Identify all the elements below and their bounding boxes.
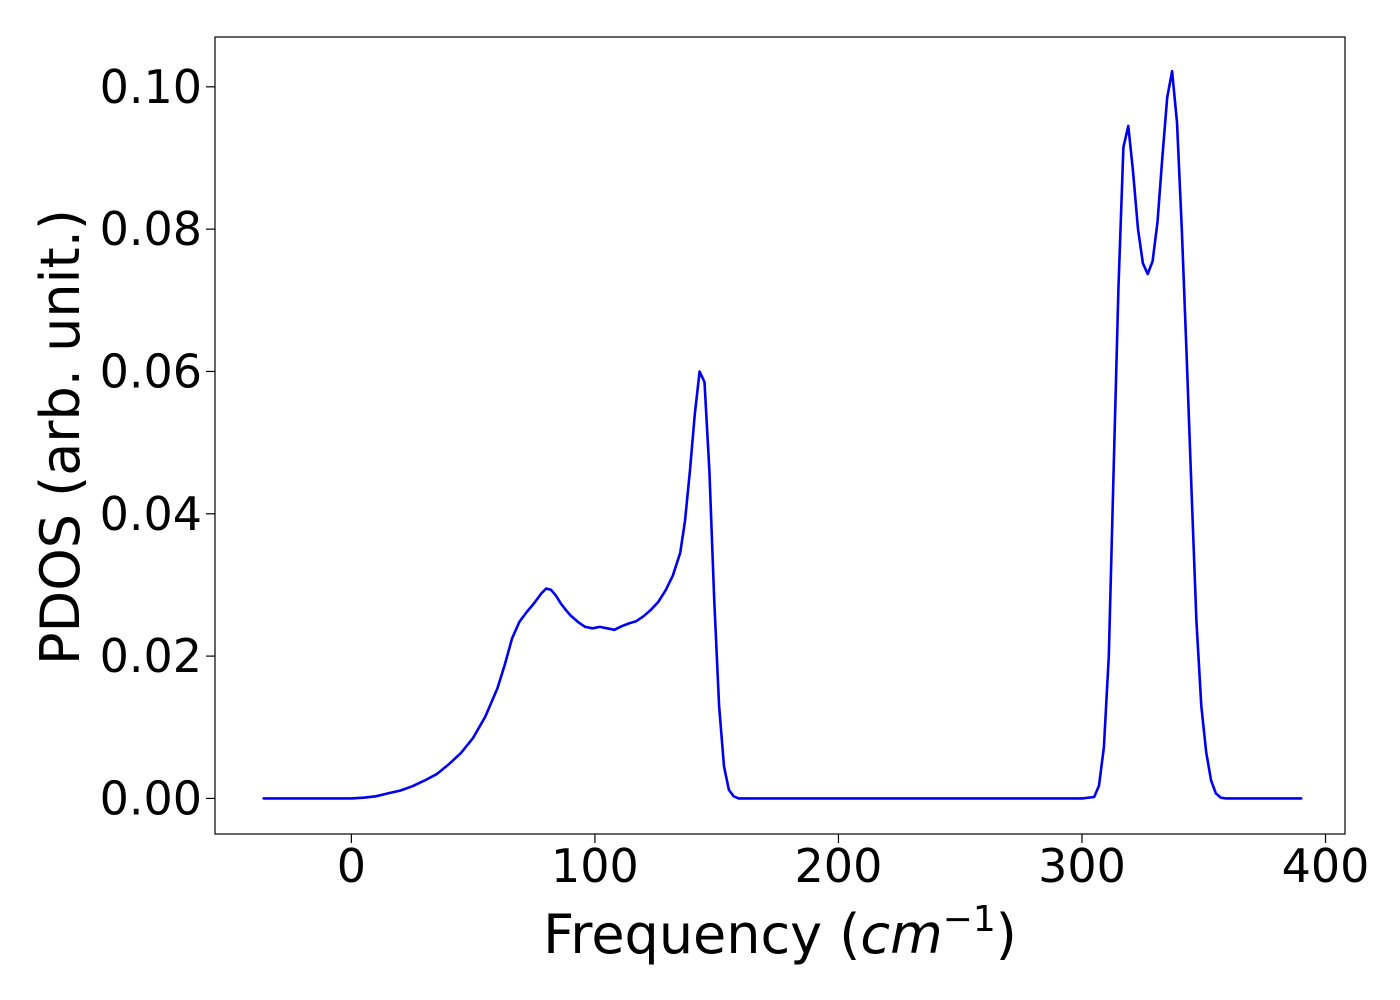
x-tick-label: 300 <box>1038 839 1126 893</box>
y-tick-label: 0.02 <box>100 629 202 683</box>
x-tick-label: 0 <box>337 839 366 893</box>
x-tick-label: 200 <box>795 839 883 893</box>
series-line-pdos <box>262 69 1303 800</box>
x-axis-title-unit: cm <box>860 903 942 966</box>
x-axis-ticks: 0 100 200 300 400 <box>337 834 1370 893</box>
y-tick-label: 0.04 <box>100 487 202 541</box>
y-tick-label: 0.10 <box>100 60 202 114</box>
y-tick-label: 0.06 <box>100 344 202 398</box>
plot-frame <box>214 36 1346 835</box>
y-axis-title: PDOS (arb. unit.) <box>29 209 92 665</box>
y-axis-ticks: 0.00 0.02 0.04 0.06 0.08 0.10 <box>100 60 215 825</box>
x-axis-title-exponent: −1 <box>943 899 996 940</box>
y-tick-label: 0.00 <box>100 771 202 825</box>
plot-background <box>215 37 1345 834</box>
x-tick-label: 400 <box>1282 839 1370 893</box>
x-axis-title-end: ) <box>996 903 1017 966</box>
x-axis-title: Frequency (cm−1) <box>543 899 1017 966</box>
x-axis-title-main: Frequency ( <box>543 903 860 966</box>
y-tick-label: 0.08 <box>100 202 202 256</box>
x-tick-label: 100 <box>551 839 639 893</box>
series-layer <box>262 69 1303 800</box>
